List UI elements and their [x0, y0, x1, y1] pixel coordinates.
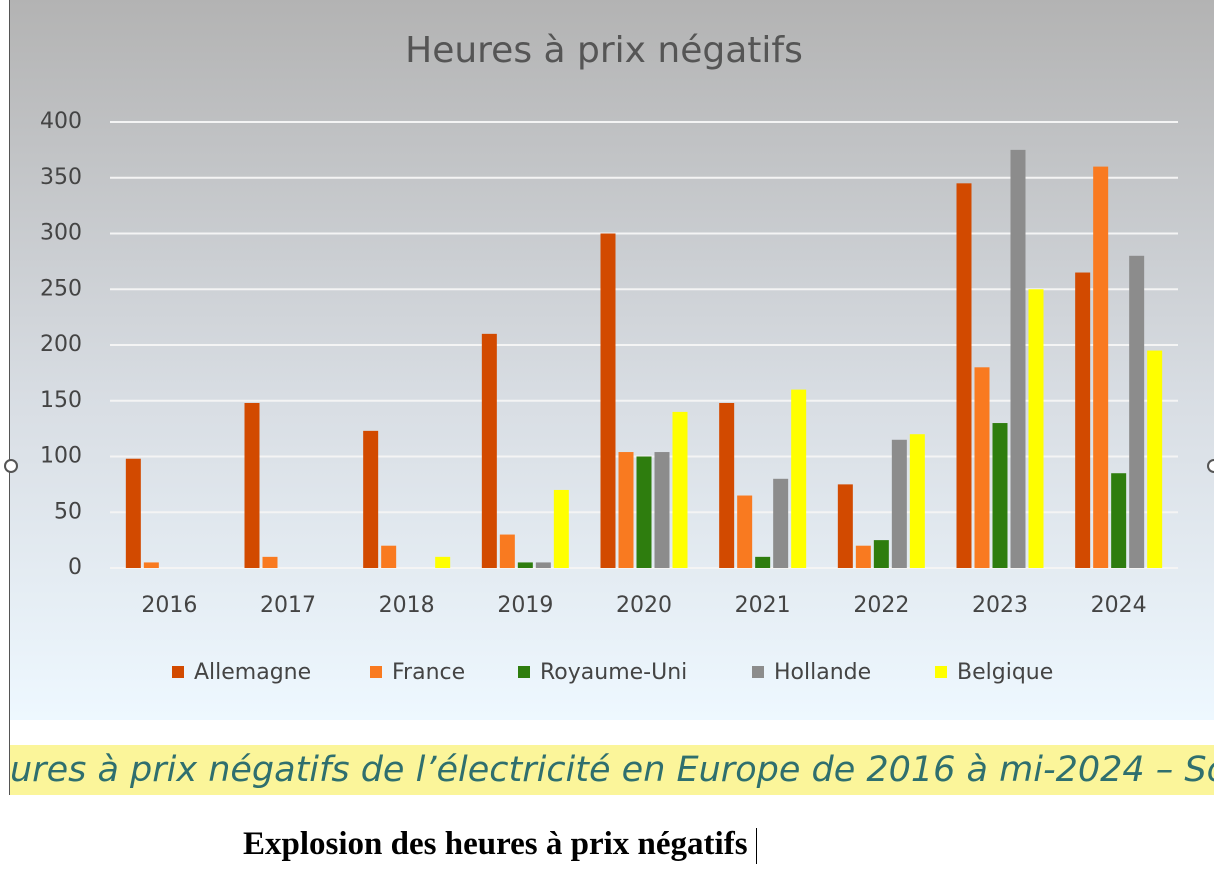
bar: [755, 556, 771, 568]
bar: [974, 367, 990, 568]
legend-swatch: [752, 666, 764, 678]
bar: [1111, 473, 1127, 568]
bar: [481, 333, 497, 568]
bar: [909, 434, 925, 568]
legend-swatch: [935, 666, 947, 678]
legend-label: Allemagne: [194, 660, 311, 685]
bar: [535, 562, 551, 568]
bar: [891, 439, 907, 568]
x-tick-label: 2022: [853, 593, 909, 618]
legend-label: France: [392, 660, 465, 685]
bar: [773, 478, 789, 568]
bar: [262, 556, 278, 568]
x-tick-label: 2021: [735, 593, 791, 618]
bar: [244, 402, 260, 568]
bar: [992, 423, 1008, 568]
bar: [837, 484, 853, 568]
legend-swatch: [370, 666, 382, 678]
caption-text: ures à prix négatifs de l’électricité en…: [10, 750, 1214, 790]
frame-edge: [9, 0, 10, 795]
bar: [636, 456, 652, 568]
x-tick-label: 2020: [616, 593, 672, 618]
y-tick-label: 50: [54, 499, 82, 524]
y-tick-label: 300: [40, 221, 82, 246]
bar: [600, 233, 616, 568]
chart-title: Heures à prix négatifs: [405, 30, 803, 71]
bar: [956, 183, 972, 568]
bar: [618, 452, 634, 568]
bar: [672, 411, 688, 568]
bar: [553, 489, 569, 568]
x-tick-label: 2016: [141, 593, 197, 618]
y-tick-label: 200: [40, 332, 82, 357]
bar: [435, 556, 451, 568]
legend-label: Belgique: [957, 660, 1053, 685]
heading: Explosion des heures à prix négatifs: [243, 826, 757, 865]
bar: [1093, 166, 1109, 568]
bar: [719, 402, 735, 568]
bar: [873, 540, 889, 568]
y-tick-label: 150: [40, 388, 82, 413]
legend-label: Royaume-Uni: [540, 660, 687, 685]
x-tick-label: 2023: [972, 593, 1028, 618]
x-tick-label: 2018: [379, 593, 435, 618]
x-tick-label: 2024: [1091, 593, 1147, 618]
bar: [737, 495, 753, 568]
legend-label: Hollande: [774, 660, 871, 685]
bar: [517, 562, 533, 568]
bar: [654, 452, 670, 568]
y-tick-label: 100: [40, 444, 82, 469]
x-tick-label: 2019: [497, 593, 553, 618]
bar: [855, 545, 871, 568]
bar: [1075, 272, 1091, 568]
legend-swatch: [518, 666, 530, 678]
bar: [125, 458, 141, 568]
bar: [381, 545, 397, 568]
legend-swatch: [172, 666, 184, 678]
bar: [1010, 149, 1026, 568]
text-cursor: [755, 828, 757, 865]
heading-text: Explosion des heures à prix négatifs: [243, 826, 748, 862]
bar: [143, 562, 159, 568]
chart: Heures à prix négatifs 0 50 100 150 200 250 30…: [10, 0, 1214, 720]
x-tick-label: 2017: [260, 593, 316, 618]
bar: [363, 430, 379, 568]
caption: ures à prix négatifs de l’électricité en…: [10, 745, 1214, 795]
bar: [1147, 350, 1163, 568]
bar: [499, 534, 515, 568]
y-tick-label: 0: [68, 555, 82, 580]
bar: [1129, 255, 1145, 569]
bar: [1028, 289, 1044, 568]
bar: [791, 389, 807, 568]
y-tick-label: 350: [40, 165, 82, 190]
y-tick-label: 400: [40, 109, 82, 134]
y-tick-label: 250: [40, 276, 82, 301]
